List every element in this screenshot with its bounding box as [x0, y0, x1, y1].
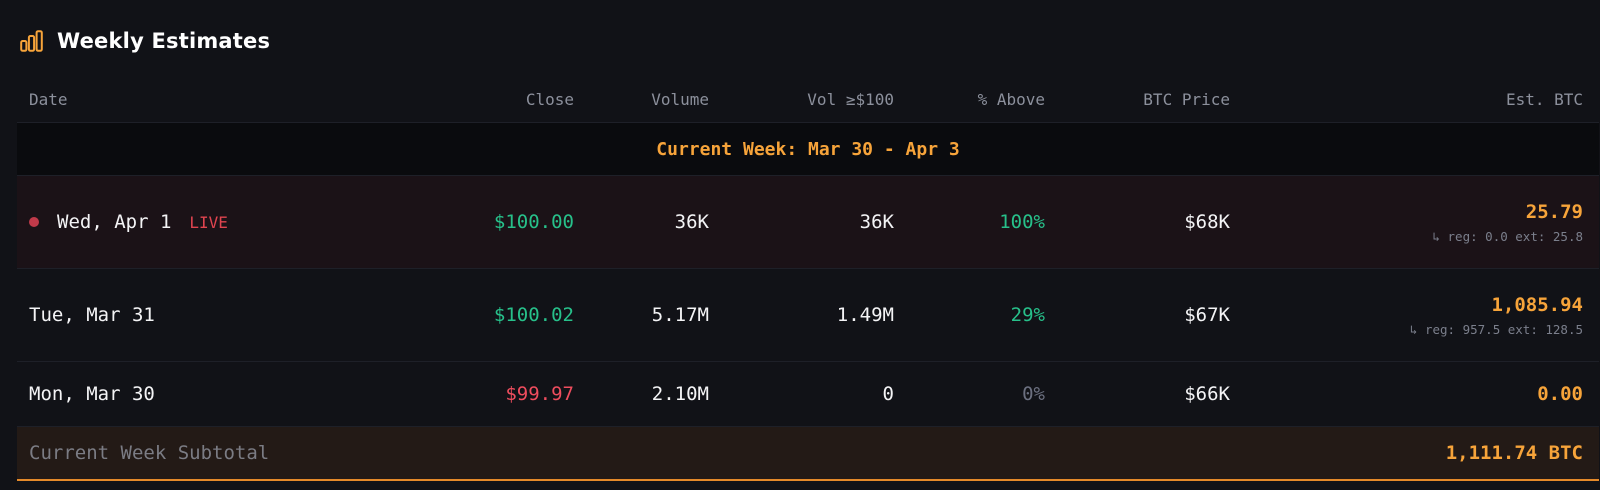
column-header-date[interactable]: Date — [29, 89, 68, 109]
live-indicator-dot — [29, 217, 39, 227]
row-btc-price: $66K — [1184, 383, 1230, 405]
row-pct-above: 0% — [1022, 383, 1045, 405]
row-date: Mon, Mar 30 — [29, 383, 155, 405]
row-date: Wed, Apr 1 — [57, 211, 172, 233]
row-btc-price: $68K — [1184, 211, 1230, 233]
column-header-est-btc[interactable]: Est. BTC — [1505, 89, 1583, 109]
row-close: $99.97 — [505, 383, 574, 405]
row-est-btc: 1,085.94 — [1491, 293, 1583, 316]
row-pct-above: 29% — [1010, 304, 1045, 326]
panel-title: Weekly Estimates — [57, 29, 271, 53]
estimates-table: Date Close Volume Vol ≥$100 % Above BTC … — [17, 76, 1599, 481]
row-est-btc: 0.00 — [1537, 383, 1583, 405]
table-row[interactable]: Wed, Apr 1 LIVE $100.00 36K 36K 100% $68… — [17, 176, 1599, 269]
column-header-close[interactable]: Close — [525, 89, 574, 109]
column-header-pct-above[interactable]: % Above — [977, 89, 1045, 109]
table-row[interactable]: Tue, Mar 31 $100.02 5.17M 1.49M 29% $67K… — [17, 269, 1599, 362]
column-header-btc-price[interactable]: BTC Price — [1143, 89, 1230, 109]
row-est-breakdown: ↳ reg: 0.0 ext: 25.8 — [1432, 228, 1583, 244]
row-volume: 5.17M — [651, 304, 709, 326]
row-vol-100: 0 — [882, 383, 894, 405]
row-vol-100: 36K — [859, 211, 894, 233]
column-header-vol-100[interactable]: Vol ≥$100 — [807, 89, 894, 109]
panel-header: Weekly Estimates — [20, 26, 270, 56]
row-date: Tue, Mar 31 — [29, 304, 155, 326]
table-row[interactable]: Mon, Mar 30 $99.97 2.10M 0 0% $66K 0.00 — [17, 362, 1599, 427]
row-btc-price: $67K — [1184, 304, 1230, 326]
row-est-btc: 25.79 — [1525, 200, 1583, 223]
row-vol-100: 1.49M — [836, 304, 894, 326]
subtotal-label: Current Week Subtotal — [29, 442, 270, 464]
week-group-header: Current Week: Mar 30 - Apr 3 — [17, 123, 1599, 176]
row-close: $100.00 — [493, 211, 574, 233]
row-volume: 36K — [674, 211, 709, 233]
row-pct-above: 100% — [999, 211, 1045, 233]
row-volume: 2.10M — [651, 383, 709, 405]
subtotal-value: 1,111.74 BTC — [1445, 442, 1583, 464]
row-est-breakdown: ↳ reg: 957.5 ext: 128.5 — [1409, 321, 1583, 337]
live-badge: LIVE — [189, 212, 228, 232]
table-header: Date Close Volume Vol ≥$100 % Above BTC … — [17, 76, 1599, 123]
week-group-label: Current Week: Mar 30 - Apr 3 — [656, 138, 960, 160]
column-header-volume[interactable]: Volume — [651, 89, 709, 109]
row-close: $100.02 — [493, 304, 574, 326]
week-subtotal-row: Current Week Subtotal 1,111.74 BTC — [17, 427, 1599, 481]
bar-chart-icon — [20, 30, 43, 52]
